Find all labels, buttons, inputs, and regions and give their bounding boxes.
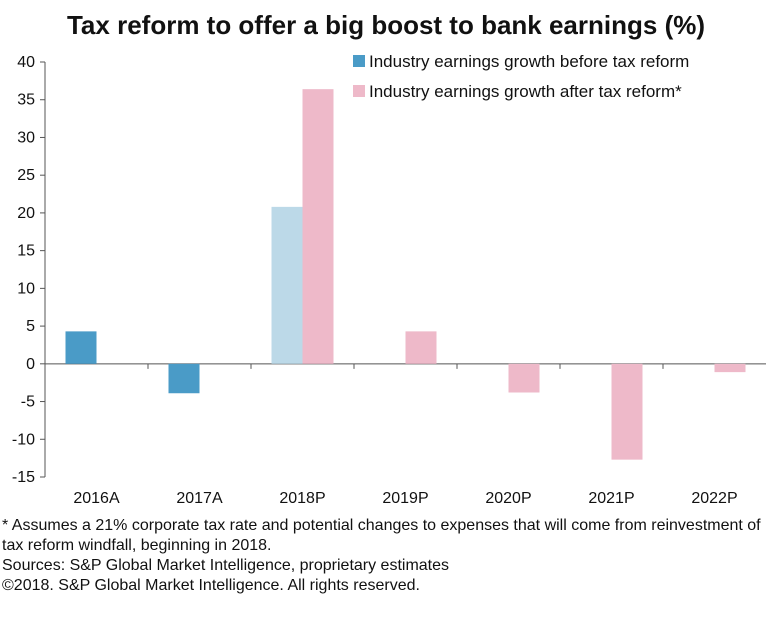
- copyright-note: ©2018. S&P Global Market Intelligence. A…: [2, 577, 420, 594]
- legend-swatch: [353, 85, 365, 97]
- y-tick-label: -15: [12, 469, 35, 486]
- bar-after-2022P: [714, 363, 746, 373]
- y-tick-label: -10: [12, 431, 35, 448]
- y-tick-label: 25: [17, 167, 35, 184]
- y-tick-label: 5: [26, 318, 35, 335]
- y-tick-label: 40: [17, 54, 35, 71]
- x-tick-label: 2022P: [691, 490, 737, 507]
- assumption-footnote: * Assumes a 21% corporate tax rate and p…: [2, 517, 761, 554]
- bars-layer: [65, 89, 746, 460]
- y-tick-label: 30: [17, 129, 35, 146]
- x-tick-label: 2017A: [176, 490, 223, 507]
- bar-before-2017A: [168, 363, 200, 394]
- legend-label: Industry earnings growth after tax refor…: [369, 82, 682, 101]
- bar-before-2018P: [271, 206, 303, 364]
- y-tick-label: 15: [17, 243, 35, 260]
- bar-chart: 40 35 30 25 20 15 10 5 0 -5 -10 -15 2016A 2017A 2018P 2…: [12, 52, 766, 507]
- legend-label: Industry earnings growth before tax refo…: [369, 52, 689, 71]
- bar-before-2016A: [65, 331, 97, 364]
- y-tick-label: 0: [26, 356, 35, 373]
- bar-after-2020P: [508, 363, 540, 393]
- chart-title: Tax reform to offer a big boost to bank …: [66, 10, 705, 40]
- x-tick-label: 2019P: [382, 490, 428, 507]
- bar-after-2018P: [302, 89, 334, 364]
- axes-layer: 40 35 30 25 20 15 10 5 0 -5 -10 -15 2016A 2017A 2018P 2…: [12, 54, 766, 507]
- x-tick-label: 2020P: [485, 490, 531, 507]
- x-tick-label: 2021P: [588, 490, 634, 507]
- x-tick-label: 2016A: [73, 490, 120, 507]
- legend: Industry earnings growth before tax refo…: [353, 52, 689, 101]
- chart-notes: * Assumes a 21% corporate tax rate and p…: [2, 516, 770, 596]
- y-tick-label: 10: [17, 280, 35, 297]
- legend-swatch: [353, 55, 365, 67]
- bar-after-2019P: [405, 331, 437, 364]
- y-tick-label: -5: [21, 394, 35, 411]
- x-tick-label: 2018P: [279, 490, 325, 507]
- y-tick-label: 35: [17, 92, 35, 109]
- sources-note: Sources: S&P Global Market Intelligence,…: [2, 557, 450, 574]
- bar-after-2021P: [611, 363, 643, 460]
- y-tick-label: 20: [17, 205, 35, 222]
